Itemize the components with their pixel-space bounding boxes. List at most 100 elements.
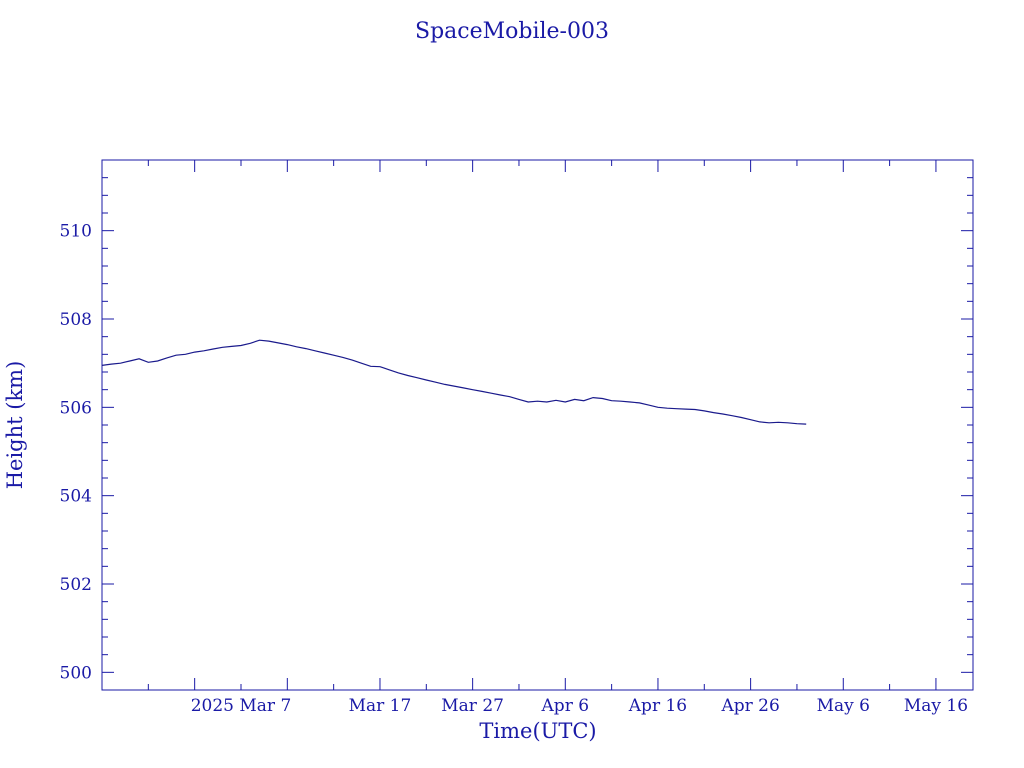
data-point	[296, 346, 297, 347]
x-tick-label: May 6	[817, 696, 870, 716]
x-tick-label: Mar 17	[349, 696, 412, 716]
data-point	[611, 400, 612, 401]
data-point	[259, 340, 260, 341]
data-point	[565, 401, 566, 402]
data-point	[305, 348, 306, 349]
data-point	[157, 360, 158, 361]
x-axis-tick-labels: 2025 Mar 7 Mar 17 Mar 27 Apr 6 Apr 16 Apr 26 M…	[191, 696, 968, 716]
x-tick-label: Apr 26	[720, 696, 779, 716]
data-point	[120, 363, 121, 364]
data-point	[778, 422, 779, 423]
y-tick-label: 500	[60, 663, 92, 683]
data-point	[333, 355, 334, 356]
x-tick-label: Apr 16	[628, 696, 687, 716]
y-tick-label: 502	[60, 575, 92, 595]
data-point	[694, 409, 695, 410]
data-point	[509, 396, 510, 397]
data-point	[148, 362, 149, 363]
data-point	[398, 372, 399, 373]
data-point	[352, 359, 353, 360]
data-point	[111, 363, 112, 364]
data-point	[769, 422, 770, 423]
data-point	[444, 384, 445, 385]
x-tick-label: 2025 Mar 7	[191, 696, 292, 716]
data-point	[574, 399, 575, 400]
data-point	[389, 369, 390, 370]
data-point	[194, 352, 195, 353]
data-point	[370, 366, 371, 367]
data-point	[407, 375, 408, 376]
data-point	[528, 401, 529, 402]
data-point	[222, 347, 223, 348]
data-point	[463, 387, 464, 388]
data-point	[685, 409, 686, 410]
data-point	[639, 402, 640, 403]
x-axis-ticks	[101, 160, 937, 690]
data-point	[426, 379, 427, 380]
data-point	[277, 342, 278, 343]
data-point	[806, 424, 807, 425]
data-point	[101, 365, 102, 366]
data-point	[129, 360, 130, 361]
data-point	[630, 401, 631, 402]
data-point	[240, 345, 241, 346]
data-point	[537, 401, 538, 402]
chart-title: SpaceMobile-003	[415, 19, 609, 44]
y-axis-tick-labels: 500 502 504 506 508 510	[60, 222, 92, 684]
y-tick-label: 510	[60, 222, 92, 242]
x-tick-label: Mar 27	[441, 696, 504, 716]
data-point	[722, 413, 723, 414]
data-point	[213, 348, 214, 349]
series-points	[101, 340, 806, 425]
data-point	[555, 400, 556, 401]
data-point	[704, 410, 705, 411]
data-point	[648, 405, 649, 406]
x-axis-label: Time(UTC)	[479, 719, 596, 743]
series-line-height	[101, 339, 807, 425]
data-point	[435, 382, 436, 383]
x-tick-label: Apr 6	[541, 696, 590, 716]
data-point	[379, 366, 380, 367]
data-point	[481, 391, 482, 392]
data-point	[416, 377, 417, 378]
y-tick-label: 508	[60, 310, 92, 330]
y-tick-label: 504	[60, 487, 92, 507]
data-point	[166, 357, 167, 358]
data-point	[315, 350, 316, 351]
data-point	[361, 363, 362, 364]
data-point	[741, 417, 742, 418]
y-axis-label: Height (km)	[3, 361, 27, 490]
data-point	[667, 408, 668, 409]
data-point	[203, 350, 204, 351]
data-point	[796, 423, 797, 424]
data-point	[620, 401, 621, 402]
data-point	[472, 389, 473, 390]
data-point	[583, 400, 584, 401]
data-point	[324, 352, 325, 353]
data-point	[185, 354, 186, 355]
data-point	[731, 415, 732, 416]
data-point	[250, 343, 251, 344]
y-tick-label: 506	[60, 398, 92, 418]
plot-area-frame	[101, 159, 974, 691]
data-point	[268, 340, 269, 341]
data-point	[759, 421, 760, 422]
data-point	[176, 355, 177, 356]
data-point	[657, 407, 658, 408]
x-tick-label: May 16	[904, 696, 968, 716]
y-axis-ticks	[102, 159, 973, 691]
data-point	[546, 401, 547, 402]
data-point	[500, 394, 501, 395]
data-point	[491, 393, 492, 394]
data-point	[676, 408, 677, 409]
data-point	[592, 397, 593, 398]
data-point	[787, 422, 788, 423]
data-point	[287, 344, 288, 345]
data-point	[138, 358, 139, 359]
data-point	[231, 346, 232, 347]
data-point	[454, 386, 455, 387]
data-point	[750, 419, 751, 420]
data-point	[713, 412, 714, 413]
